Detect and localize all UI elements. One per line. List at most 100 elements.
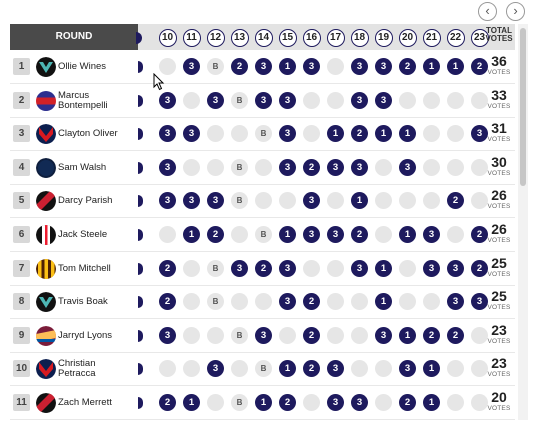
bye-marker: B <box>255 360 272 378</box>
no-votes-dot <box>327 91 344 109</box>
player-row[interactable]: 5 Darcy Parish 3 3 3 B 3 1 2 26 VOTES <box>10 185 515 219</box>
player-name[interactable]: Zach Merrett <box>58 397 112 408</box>
rank-badge: 11 <box>13 394 30 411</box>
no-votes-dot <box>447 360 464 378</box>
player-name[interactable]: Marcus Bontempelli <box>58 89 108 111</box>
round-19-header: 19 <box>374 29 393 47</box>
player-name[interactable]: Ollie Wines <box>58 61 107 72</box>
round-votes-badge: 3 <box>399 158 416 176</box>
votes-unit: VOTES <box>487 136 511 144</box>
row-scroll-stub <box>138 363 143 376</box>
player-name[interactable]: Clayton Oliver <box>58 128 118 140</box>
no-votes-dot <box>447 91 464 109</box>
round-votes-badge: 3 <box>327 158 344 176</box>
bye-marker: B <box>207 58 224 75</box>
no-votes-dot <box>471 360 488 378</box>
no-votes-dot <box>183 293 200 311</box>
no-votes-dot <box>423 125 440 143</box>
no-votes-dot <box>231 360 248 378</box>
player-name[interactable]: Darcy Parish <box>58 195 113 207</box>
round-18-header: 18 <box>350 29 369 47</box>
total-votes: 25 VOTES <box>482 289 515 312</box>
player-row[interactable]: 6 Jack Steele 1 2 B 1 3 3 2 1 3 2 26 VOTES <box>10 219 515 252</box>
round-votes-badge: 3 <box>279 293 296 311</box>
row-scroll-stub <box>138 128 143 141</box>
player-row[interactable]: 8 Travis Boak 2 B 3 2 1 3 3 25 VOTES <box>10 286 515 320</box>
no-votes-dot <box>447 394 464 411</box>
scrollbar-thumb[interactable] <box>520 28 526 186</box>
round-votes-badge: 2 <box>423 326 440 344</box>
player-name[interactable]: Jack Steele <box>58 229 108 240</box>
no-votes-dot <box>207 394 224 411</box>
vertical-scrollbar[interactable] <box>518 24 528 420</box>
no-votes-dot <box>375 158 392 176</box>
st-kilda-icon <box>36 225 56 245</box>
player-row[interactable]: 2 Marcus Bontempelli 3 3 B 3 3 3 3 33 VOTES <box>10 85 515 118</box>
port-adelaide-icon <box>36 57 56 77</box>
round-votes-badge: 3 <box>183 58 200 75</box>
votes-unit: VOTES <box>487 203 511 211</box>
round-votes-badge: 3 <box>279 158 296 176</box>
player-row[interactable]: 11 Zach Merrett 2 1 B 1 2 3 3 2 1 20 VOTES <box>10 387 515 420</box>
round-votes-badge: 1 <box>423 58 440 75</box>
total-votes: 33 VOTES <box>482 87 515 111</box>
round-votes-badge: 2 <box>399 394 416 411</box>
western-bulldogs-icon <box>36 90 56 111</box>
no-votes-dot <box>471 192 488 210</box>
player-name[interactable]: Travis Boak <box>58 296 108 308</box>
row-scroll-stub <box>138 94 143 107</box>
player-name[interactable]: Christian Petracca <box>58 358 96 380</box>
player-name[interactable]: Tom Mitchell <box>58 262 111 274</box>
player-row[interactable]: 10 Christian Petracca 3 B 1 2 3 3 1 23 VOTES <box>10 353 515 387</box>
no-votes-dot <box>423 293 440 311</box>
round-17-header: 17 <box>326 29 345 47</box>
round-12-header: 12 <box>206 29 225 47</box>
round-votes-badge: 2 <box>471 259 488 277</box>
port-adelaide-icon <box>36 292 56 313</box>
player-name[interactable]: Sam Walsh <box>58 161 107 173</box>
votes-unit: VOTES <box>487 371 511 379</box>
total-votes-value: 26 <box>491 221 507 237</box>
hawthorn-icon <box>36 258 56 279</box>
round-14-header: 14 <box>254 29 273 47</box>
round-23-header: 23 <box>470 29 489 47</box>
player-row[interactable]: 3 Clayton Oliver 3 3 B 3 1 2 1 1 3 31 VOTES <box>10 118 515 152</box>
prev-rounds-button[interactable]: ‹ <box>478 2 497 21</box>
total-votes: 25 VOTES <box>482 254 515 279</box>
total-votes-value: 25 <box>491 254 507 271</box>
no-votes-dot <box>183 91 200 109</box>
round-votes-badge: 3 <box>159 125 176 143</box>
round-votes-badge: 3 <box>351 91 368 109</box>
round-votes-badge: 1 <box>375 293 392 311</box>
bye-marker: B <box>207 259 224 277</box>
round-votes-badge: 3 <box>183 192 200 210</box>
player-row[interactable]: 1 Ollie Wines 3 B 2 3 1 3 3 3 2 1 1 2 36 VOTES <box>10 51 515 84</box>
chevron-left-icon: ‹ <box>485 3 490 18</box>
no-votes-dot <box>447 125 464 143</box>
round-votes-badge: 2 <box>399 58 416 75</box>
player-name[interactable]: Jarryd Lyons <box>58 329 113 341</box>
round-votes-badge: 2 <box>303 293 320 311</box>
player-row[interactable]: 4 Sam Walsh 3 B 3 2 3 3 3 30 VOTES <box>10 152 515 185</box>
next-rounds-button[interactable]: › <box>506 2 525 21</box>
melbourne-icon <box>36 124 56 145</box>
round-votes-badge: 1 <box>183 394 200 411</box>
no-votes-dot <box>183 259 200 277</box>
total-votes-value: 26 <box>491 187 507 204</box>
no-votes-dot <box>375 360 392 378</box>
row-scroll-stub <box>138 397 143 409</box>
round-votes-badge: 3 <box>351 394 368 411</box>
total-label: TOTAL <box>486 26 512 35</box>
round-votes-badge: 3 <box>303 226 320 243</box>
total-votes: 36 VOTES <box>482 54 515 77</box>
round-votes-badge: 2 <box>447 192 464 210</box>
player-row[interactable]: 9 Jarryd Lyons 3 B 3 2 3 1 2 2 23 VOTES <box>10 320 515 353</box>
rank-badge: 2 <box>13 91 30 109</box>
round-votes-badge: 3 <box>207 192 224 210</box>
round-votes-badge: 3 <box>303 192 320 210</box>
round-votes-badge: 3 <box>327 394 344 411</box>
no-votes-dot <box>447 158 464 176</box>
no-votes-dot <box>375 192 392 210</box>
no-votes-dot <box>375 226 392 243</box>
player-row[interactable]: 7 Tom Mitchell 2 B 3 2 3 3 1 3 3 2 25 VOTES <box>10 253 515 286</box>
